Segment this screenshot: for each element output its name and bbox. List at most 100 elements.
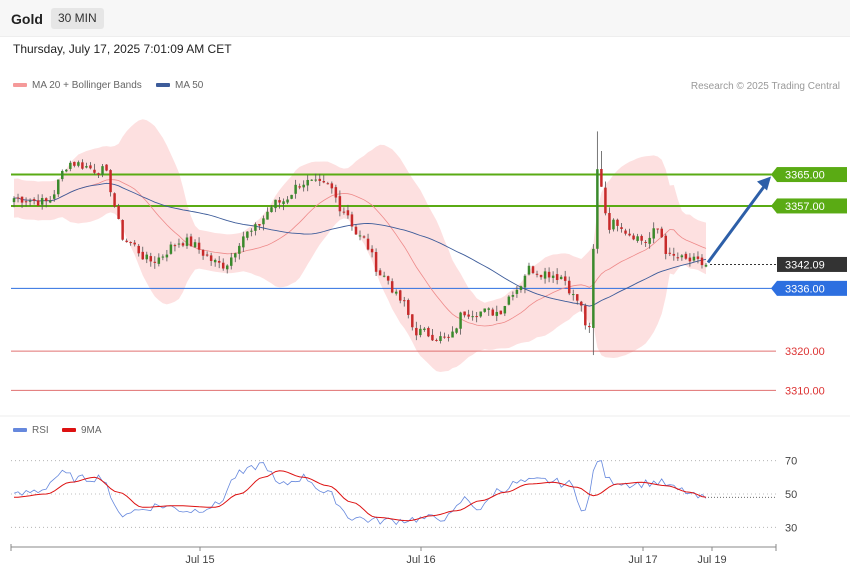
candle-body [398,290,402,301]
price-tag-bg-3357.00 [777,198,847,214]
candle-body [539,274,543,278]
candle-body [338,196,342,212]
candle-body [427,327,430,337]
instrument-title: Gold [11,11,43,27]
candle-body [362,236,366,238]
candle-body [366,238,370,250]
candle-body [411,314,414,328]
candle-body [113,193,116,207]
ma20-line [13,179,707,327]
candle-body [270,207,273,213]
candle-body [676,257,680,259]
candle-body [217,260,221,263]
candle-body [346,210,350,216]
time-tick-label: Jul 16 [406,554,435,566]
candle-body [169,244,173,254]
candle-body [378,270,382,276]
chart-header: Gold 30 MIN [0,0,850,37]
candle-body [290,194,293,199]
candle-body [523,275,527,288]
candle-body [672,253,676,256]
candle-body [69,162,72,169]
candle-body [36,200,40,206]
rsi-series-RSI [13,460,707,526]
candle-body [201,249,205,256]
candle-body [515,289,519,294]
candle-body [475,316,478,318]
rsi-ma-legend-label: 9MA [81,425,102,436]
projection-arrow-head [757,176,771,191]
timeframe-button[interactable]: 30 MIN [51,8,104,29]
candle-body [286,199,289,203]
candle-body [680,255,684,258]
candle-body [278,200,281,203]
candle-body [334,187,338,198]
candle-body [230,257,233,266]
candle-body [177,243,181,245]
candle-body [282,201,285,204]
candle-body [298,186,301,188]
candle-body [262,218,265,225]
candle-body [584,305,587,326]
candle-body [704,264,708,267]
price-tag-bg-3336.00 [777,280,847,296]
candle-body [221,262,225,269]
candle-body [636,236,639,241]
candle-body [141,251,144,260]
candle-body [451,331,454,338]
candle-body [443,336,446,338]
rsi-legend-label: RSI [32,425,49,436]
legend-ma20: MA 20 + Bollinger Bands [13,80,142,91]
price-tag-label-3310.00: 3310.00 [785,385,825,397]
candle-body [258,224,261,226]
candle-body [125,240,128,243]
candle-body [600,168,603,187]
candle-body [403,300,406,302]
price-tag-pointer-3336.00 [771,280,777,296]
candle-body [213,259,217,263]
candle-body [543,271,547,279]
candle-body [89,165,92,169]
candle-body [193,242,197,248]
candle-body [620,227,623,229]
candle-body [692,256,696,261]
ma50-line [13,182,707,307]
candle-body [20,196,24,203]
time-tick-label: Jul 15 [185,554,214,566]
candle-body [491,309,495,316]
candle-body [644,241,647,243]
rsi-tick-label-30: 30 [785,522,797,534]
legend-ma50: MA 50 [156,80,203,91]
candle-body [527,265,531,275]
candle-body [495,311,499,316]
candle-body [419,328,422,336]
main-panel: 3365.00 3357.00 3342.09 3336.00 3320.00 3310.… [0,119,850,417]
chart-datetime: Thursday, July 17, 2025 7:01:09 AM CET [13,42,232,56]
candle-body [109,170,112,193]
candle-body [467,314,470,317]
candle-body [696,256,700,259]
candle-body [314,179,317,181]
price-tag-label-3342.09: 3342.09 [785,259,825,271]
rsi-swatch [13,428,27,433]
candle-body [52,194,56,199]
candle-body [85,166,88,168]
rsi-panel: 70 50 30 [11,456,797,534]
candle-body [81,162,84,169]
projection-arrow-shaft [706,181,769,264]
time-axis: Jul 15 Jul 16 Jul 17 Jul 19 [10,544,777,566]
candle-body [415,327,418,336]
candle-body [44,198,48,202]
candle-body [640,235,643,241]
candle-body [616,219,619,226]
candle-body [604,187,607,214]
candle-body [499,310,503,315]
candle-body [455,328,458,333]
candle-body [205,254,209,256]
candle-body [173,245,177,247]
copyright-text: Research © 2025 Trading Central [690,81,840,92]
candle-body [471,316,474,318]
candle-body [447,336,450,338]
candle-body [306,179,309,186]
candle-body [479,311,482,317]
